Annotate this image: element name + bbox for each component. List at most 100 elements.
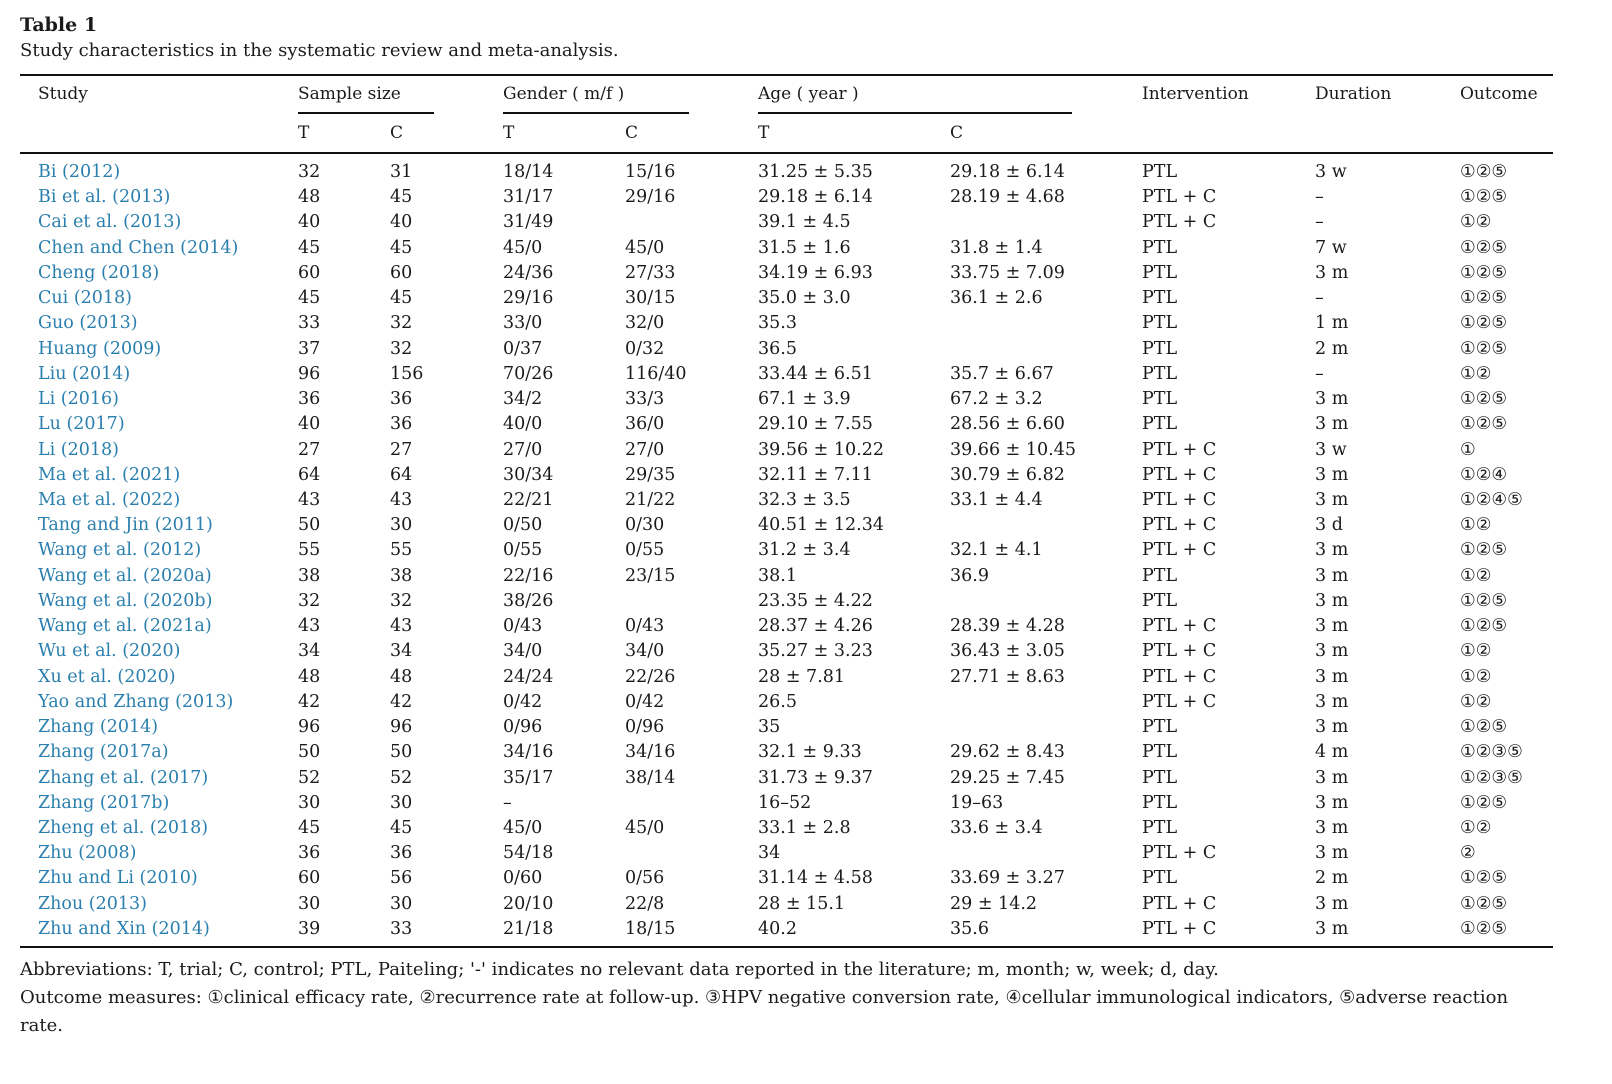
study-link[interactable]: Bi (2012) bbox=[38, 162, 121, 182]
sample-c: 45 bbox=[390, 237, 413, 258]
sample-c: 30 bbox=[390, 893, 413, 914]
table-row: Wang et al. (2020a) 38 38 22/16 23/15 38.1 36.… bbox=[20, 566, 1553, 591]
study-link[interactable]: Wang et al. (2012) bbox=[38, 540, 202, 561]
age-c: 36.43 ± 3.05 bbox=[950, 641, 1065, 662]
gender-c: 30/15 bbox=[625, 288, 676, 309]
age-t: 39.1 ± 4.5 bbox=[758, 212, 851, 233]
study-link[interactable]: Lu (2017) bbox=[38, 414, 125, 435]
sample-c: 30 bbox=[390, 792, 413, 813]
sample-t: 43 bbox=[298, 489, 321, 510]
study-link[interactable]: Tang and Jin (2011) bbox=[38, 515, 213, 536]
study-link[interactable]: Xu et al. (2020) bbox=[38, 666, 176, 687]
intervention: PTL + C bbox=[1142, 893, 1217, 914]
study-link[interactable]: Zhang (2017b) bbox=[38, 792, 170, 813]
age-c: 35.6 bbox=[950, 918, 989, 939]
study-link[interactable]: Zheng et al. (2018) bbox=[38, 817, 209, 838]
outcome: ①② bbox=[1460, 691, 1492, 712]
age-c: 33.6 ± 3.4 bbox=[950, 817, 1043, 838]
sample-c: 55 bbox=[390, 540, 413, 561]
sample-t: 40 bbox=[298, 212, 321, 233]
intervention: PTL bbox=[1142, 338, 1178, 359]
study-link[interactable]: Cheng (2018) bbox=[38, 262, 160, 283]
age-t: 35.27 ± 3.23 bbox=[758, 641, 873, 662]
study-link[interactable]: Chen and Chen (2014) bbox=[38, 237, 239, 258]
intervention: PTL + C bbox=[1142, 918, 1217, 939]
outcome: ①②⑤ bbox=[1460, 338, 1508, 359]
duration: 4 m bbox=[1315, 742, 1349, 763]
table-row: Tang and Jin (2011) 50 30 0/50 0/30 40.51 ± 1… bbox=[20, 515, 1553, 540]
study-link[interactable]: Zhu (2008) bbox=[38, 843, 137, 864]
gender-t: 18/14 bbox=[503, 162, 554, 182]
gender-c: 116/40 bbox=[625, 363, 687, 384]
gender-c: 21/22 bbox=[625, 489, 676, 510]
study-link[interactable]: Wang et al. (2020b) bbox=[38, 590, 213, 611]
gender-c: 27/33 bbox=[625, 262, 676, 283]
study-link[interactable]: Zhu and Xin (2014) bbox=[38, 918, 210, 939]
study-link[interactable]: Zhang et al. (2017) bbox=[38, 767, 209, 788]
study-link[interactable]: Huang (2009) bbox=[38, 338, 162, 359]
sample-c: 45 bbox=[390, 817, 413, 838]
age-c: 29.18 ± 6.14 bbox=[950, 162, 1065, 182]
sample-t: 50 bbox=[298, 515, 321, 536]
age-c: 19–63 bbox=[950, 792, 1004, 813]
duration: 3 m bbox=[1315, 918, 1349, 939]
footnote-outcome-measures: Outcome measures: ①clinical efficacy rat… bbox=[20, 987, 1509, 1036]
outcome: ①②⑤ bbox=[1460, 187, 1508, 208]
duration: – bbox=[1315, 363, 1324, 384]
gender-t: 0/37 bbox=[503, 338, 543, 359]
study-link[interactable]: Guo (2013) bbox=[38, 313, 138, 334]
outcome: ①②⑤ bbox=[1460, 288, 1508, 309]
age-t: 40.2 bbox=[758, 918, 797, 939]
outcome: ①② bbox=[1460, 666, 1492, 687]
gender-t: 24/24 bbox=[503, 666, 554, 687]
gender-t: 0/50 bbox=[503, 515, 543, 536]
study-link[interactable]: Zhang (2017a) bbox=[38, 742, 169, 763]
gender-c: 0/55 bbox=[625, 540, 665, 561]
sample-t: 36 bbox=[298, 843, 321, 864]
gender-t: 24/36 bbox=[503, 262, 554, 283]
gender-c: 32/0 bbox=[625, 313, 665, 334]
gender-t: 22/16 bbox=[503, 565, 554, 586]
study-link[interactable]: Wang et al. (2020a) bbox=[38, 565, 212, 586]
intervention: PTL bbox=[1142, 817, 1178, 838]
study-link[interactable]: Li (2018) bbox=[38, 439, 119, 460]
gender-t: 0/55 bbox=[503, 540, 543, 561]
sample-t: 32 bbox=[298, 590, 321, 611]
table-row: Cai et al. (2013) 40 40 31/49 39.1 ± 4.5 PTL … bbox=[20, 212, 1553, 237]
outcome: ② bbox=[1460, 843, 1476, 864]
gender-t: 35/17 bbox=[503, 767, 554, 788]
study-link[interactable]: Ma et al. (2021) bbox=[38, 464, 181, 485]
study-link[interactable]: Cai et al. (2013) bbox=[38, 212, 182, 233]
outcome: ①②⑤ bbox=[1460, 792, 1508, 813]
study-link[interactable]: Wu et al. (2020) bbox=[38, 641, 181, 662]
age-t: 35.3 bbox=[758, 313, 797, 334]
sample-c: 33 bbox=[390, 918, 413, 939]
gender-c: 45/0 bbox=[625, 237, 665, 258]
study-link[interactable]: Zhu and Li (2010) bbox=[38, 868, 198, 889]
study-link[interactable]: Cui (2018) bbox=[38, 288, 133, 309]
study-link[interactable]: Zhang (2014) bbox=[38, 717, 159, 738]
sample-t: 64 bbox=[298, 464, 321, 485]
intervention: PTL + C bbox=[1142, 540, 1217, 561]
outcome: ①②④ bbox=[1460, 464, 1508, 485]
outcome: ①②⑤ bbox=[1460, 717, 1508, 738]
study-link[interactable]: Li (2016) bbox=[38, 389, 119, 410]
sample-t: 33 bbox=[298, 313, 321, 334]
study-link[interactable]: Ma et al. (2022) bbox=[38, 489, 181, 510]
study-link[interactable]: Liu (2014) bbox=[38, 363, 131, 384]
header-age-c: C bbox=[950, 123, 964, 143]
gender-underline bbox=[503, 112, 689, 114]
age-t: 26.5 bbox=[758, 691, 797, 712]
age-c: 36.1 ± 2.6 bbox=[950, 288, 1043, 309]
duration: 3 m bbox=[1315, 389, 1349, 410]
age-c: 33.1 ± 4.4 bbox=[950, 489, 1043, 510]
study-link[interactable]: Yao and Zhang (2013) bbox=[38, 691, 234, 712]
study-link[interactable]: Bi et al. (2013) bbox=[38, 187, 171, 208]
intervention: PTL bbox=[1142, 313, 1178, 334]
study-link[interactable]: Wang et al. (2021a) bbox=[38, 616, 212, 637]
table-row: Zhang et al. (2017) 52 52 35/17 38/14 31.73 ±… bbox=[20, 768, 1553, 793]
study-link[interactable]: Zhou (2013) bbox=[38, 893, 147, 914]
sample-c: 30 bbox=[390, 515, 413, 536]
sample-t: 60 bbox=[298, 262, 321, 283]
age-c: 39.66 ± 10.45 bbox=[950, 439, 1076, 460]
